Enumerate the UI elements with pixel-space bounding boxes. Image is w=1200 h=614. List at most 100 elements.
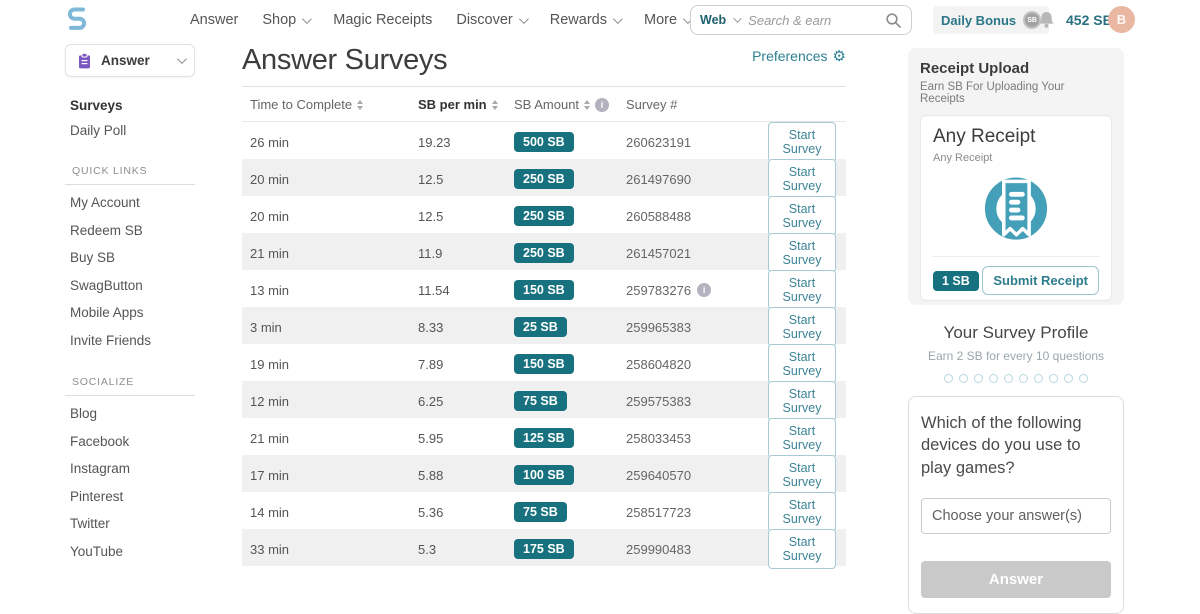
socialize-section: SOCIALIZE Blog Facebook Instagram Pinter… bbox=[65, 376, 195, 565]
sidebar-item[interactable]: YouTube bbox=[70, 543, 124, 559]
start-survey-button[interactable]: Start Survey bbox=[768, 307, 836, 347]
table-row: 20 min 12.5 250 SB 261497690 i Start Sur… bbox=[242, 159, 846, 199]
sb-amount-badge: 100 SB bbox=[514, 465, 574, 485]
table-row: 20 min 12.5 250 SB 260588488 i Start Sur… bbox=[242, 196, 846, 236]
cell-survey-number: 261497690 i bbox=[626, 171, 692, 187]
start-survey-button[interactable]: Start Survey bbox=[768, 529, 836, 569]
cell-amount: 175 SB bbox=[506, 539, 618, 559]
quick-links-section: QUICK LINKS My Account Redeem SB Buy SB … bbox=[65, 165, 195, 354]
answer-select-input[interactable] bbox=[921, 497, 1111, 534]
info-icon[interactable]: i bbox=[697, 283, 712, 297]
progress-dot bbox=[1049, 374, 1058, 383]
sidebar-item[interactable]: SwagButton bbox=[70, 277, 143, 293]
cell-rate: 11.9 bbox=[418, 245, 443, 261]
cell-survey-number: 258517723 i bbox=[626, 504, 692, 520]
search-scope-select[interactable]: Web bbox=[700, 13, 727, 27]
cell-survey-number: 259640570 i bbox=[626, 467, 692, 483]
survey-profile-section: Your Survey Profile Earn 2 SB for every … bbox=[908, 323, 1124, 614]
sort-icon bbox=[584, 99, 591, 110]
answer-menu-dropdown[interactable]: Answer bbox=[65, 44, 195, 77]
cell-time: 33 min bbox=[250, 541, 290, 557]
start-survey-button[interactable]: Start Survey bbox=[768, 122, 836, 162]
question-text: Which of the following devices do you us… bbox=[921, 414, 1082, 477]
column-header-time[interactable]: Time to Complete bbox=[242, 97, 410, 112]
start-survey-button[interactable]: Start Survey bbox=[768, 196, 836, 236]
clipboard-icon bbox=[79, 52, 90, 68]
cell-rate: 12.5 bbox=[418, 208, 444, 224]
cell-survey-number: 260623191 i bbox=[626, 134, 692, 150]
sb-amount-badge: 500 SB bbox=[514, 132, 574, 152]
start-survey-button[interactable]: Start Survey bbox=[768, 381, 836, 421]
sidebar-item[interactable]: Instagram bbox=[70, 461, 131, 476]
nav-link[interactable]: Shop bbox=[262, 12, 313, 28]
avatar[interactable]: B bbox=[1108, 6, 1135, 33]
progress-dot bbox=[1079, 374, 1088, 383]
start-survey-button[interactable]: Start Survey bbox=[768, 455, 836, 495]
sidebar-item[interactable]: Surveys bbox=[70, 98, 123, 113]
cell-survey-number: 259965383 i bbox=[626, 319, 692, 335]
nav-link[interactable]: Discover bbox=[456, 12, 529, 28]
daily-bonus-button[interactable]: Daily Bonus SB bbox=[933, 6, 1050, 34]
start-survey-button[interactable]: Start Survey bbox=[768, 418, 836, 458]
cell-time: 21 min bbox=[250, 245, 290, 261]
sidebar-item[interactable]: Redeem SB bbox=[70, 222, 143, 238]
sidebar-item[interactable]: My Account bbox=[70, 195, 140, 210]
cell-time: 14 min bbox=[250, 504, 290, 520]
column-header-amount[interactable]: SB Amount i bbox=[506, 97, 618, 112]
start-survey-button[interactable]: Start Survey bbox=[768, 159, 836, 199]
column-header-survey: Survey # bbox=[626, 97, 678, 112]
sb-amount-badge: 250 SB bbox=[514, 169, 574, 189]
nav-link-label: Answer bbox=[190, 12, 239, 28]
submit-receipt-button[interactable]: Submit Receipt bbox=[982, 266, 1099, 295]
notifications-bell-icon[interactable] bbox=[1036, 9, 1057, 31]
sidebar-item[interactable]: Invite Friends bbox=[70, 332, 152, 348]
cell-amount: 75 SB bbox=[506, 502, 618, 522]
cell-rate: 5.88 bbox=[418, 467, 444, 483]
start-survey-button[interactable]: Start Survey bbox=[768, 492, 836, 532]
cell-survey-number: 260588488 i bbox=[626, 208, 692, 224]
sidebar-item[interactable]: Twitter bbox=[70, 516, 110, 531]
search-icon[interactable] bbox=[885, 12, 902, 29]
nav-link[interactable]: Rewards bbox=[550, 12, 623, 28]
cell-amount: 100 SB bbox=[506, 465, 618, 485]
table-row: 21 min 5.95 125 SB 258033453 i Start Sur… bbox=[242, 418, 846, 458]
start-survey-button[interactable]: Start Survey bbox=[768, 344, 836, 384]
sidebar-item[interactable]: Facebook bbox=[70, 433, 130, 449]
sidebar-item[interactable]: Buy SB bbox=[70, 250, 116, 265]
column-header-rate[interactable]: SB per min bbox=[410, 97, 506, 112]
progress-dots bbox=[908, 374, 1124, 383]
nav-link[interactable]: Answer bbox=[190, 12, 238, 28]
progress-dot bbox=[1064, 374, 1073, 383]
info-icon[interactable]: i bbox=[595, 97, 610, 112]
preferences-link[interactable]: Preferences ⚙ bbox=[752, 48, 846, 64]
chevron-down-icon bbox=[733, 14, 742, 23]
socialize-title: SOCIALIZE bbox=[65, 376, 195, 396]
sidebar-item[interactable]: Daily Poll bbox=[70, 123, 127, 138]
gear-icon: ⚙ bbox=[832, 47, 846, 65]
nav-link[interactable]: More bbox=[644, 12, 693, 28]
sidebar-item[interactable]: Pinterest bbox=[70, 488, 124, 504]
nav-link[interactable]: Magic Receipts bbox=[333, 12, 432, 28]
progress-dot bbox=[974, 374, 983, 383]
page-title: Answer Surveys bbox=[242, 44, 448, 76]
cell-survey-number: 259990483 i bbox=[626, 541, 692, 557]
start-survey-button[interactable]: Start Survey bbox=[768, 233, 836, 273]
sidebar-item[interactable]: Blog bbox=[70, 406, 98, 421]
search-input[interactable] bbox=[746, 11, 878, 29]
surveys-table: 26 min 19.23 500 SB 260623191 i Start Su… bbox=[242, 122, 846, 569]
sb-balance[interactable]: 452 SB bbox=[1066, 12, 1113, 28]
table-row: 17 min 5.88 100 SB 259640570 i Start Sur… bbox=[242, 455, 846, 495]
sidebar-item[interactable]: Mobile Apps bbox=[70, 305, 144, 320]
nav-link-label: Shop bbox=[262, 12, 297, 28]
cell-rate: 5.36 bbox=[418, 504, 444, 520]
receipt-upload-title: Receipt Upload bbox=[920, 60, 1030, 77]
receipt-icon bbox=[984, 177, 1048, 240]
start-survey-button[interactable]: Start Survey bbox=[768, 270, 836, 310]
search-bar[interactable]: Web bbox=[690, 5, 912, 35]
cell-rate: 12.5 bbox=[418, 171, 444, 187]
answer-submit-button[interactable]: Answer bbox=[921, 560, 1111, 598]
swagbucks-logo-icon[interactable] bbox=[63, 5, 91, 33]
cell-amount: 250 SB bbox=[506, 206, 618, 226]
cell-amount: 150 SB bbox=[506, 354, 618, 374]
sidebar-primary-nav: Surveys Daily Poll bbox=[70, 93, 195, 143]
